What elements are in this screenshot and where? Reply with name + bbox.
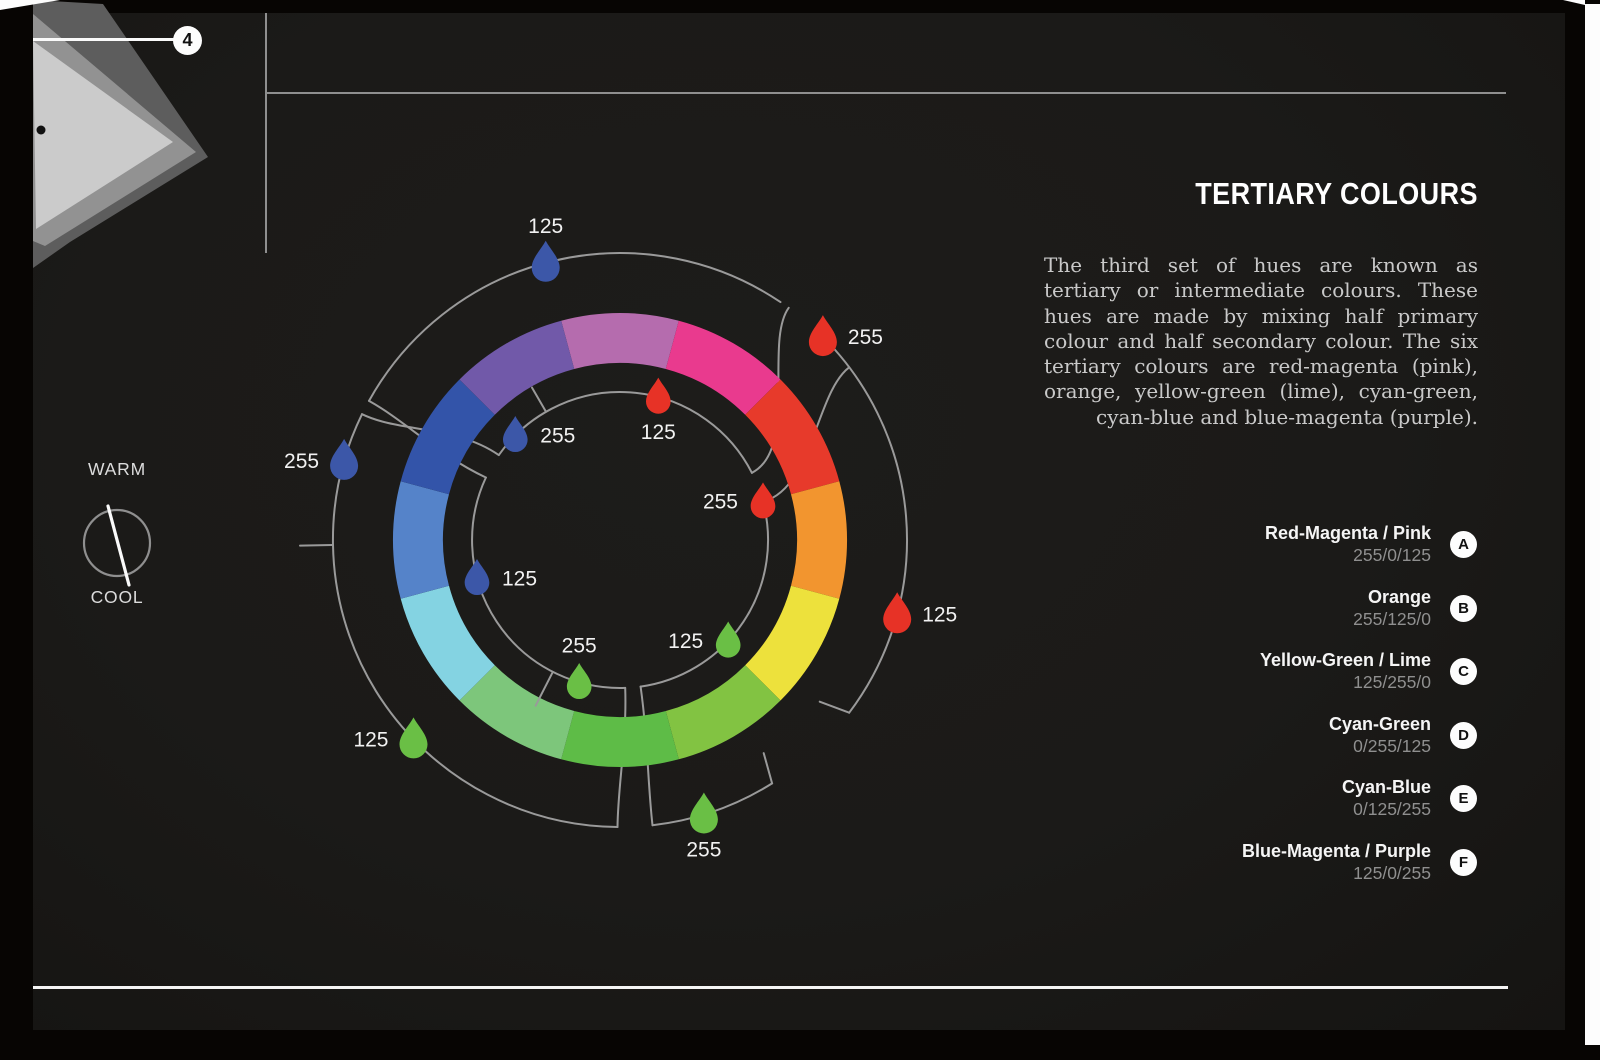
page-number-badge: 4 xyxy=(173,26,202,55)
bottom-rule xyxy=(33,986,1508,989)
legend-item-name: Red-Magenta / Pink xyxy=(1264,523,1431,543)
legend-item: Blue-Magenta / Purple 125/0/255 F xyxy=(1171,840,1477,885)
wheel-segment-yellow xyxy=(745,585,840,701)
legend-item-rgb-value: 255/125/0 xyxy=(1353,608,1431,629)
legend-item-rgb-value: 255/0/125 xyxy=(1353,545,1431,565)
droplet-value-label: 255 xyxy=(703,491,738,514)
wheel-segment-green xyxy=(561,711,679,768)
legend-item-rgb-value: 0/125/255 xyxy=(1353,799,1431,819)
legend-item: Cyan-Green 0/255/125 D xyxy=(1171,713,1477,758)
wheel-segment-orange xyxy=(791,481,848,599)
droplet-green-255 xyxy=(566,662,592,700)
wheel-segment-yellow-green-lime xyxy=(665,665,781,760)
droplet-value-label: 125 xyxy=(353,728,388,751)
legend-item: Orange 255/125/0 B xyxy=(1171,586,1477,631)
legend-item: Red-Magenta / Pink 255/0/125 A xyxy=(1171,522,1477,567)
droplet-blue-255 xyxy=(330,438,359,480)
droplet-value-label: 125 xyxy=(922,603,957,626)
wheel-inner-guide-arc xyxy=(497,391,753,474)
droplet-blue-255 xyxy=(502,415,528,453)
legend-item-name: Cyan-Blue xyxy=(1341,777,1431,797)
badge-leader-line xyxy=(33,38,174,41)
droplet-red-125 xyxy=(645,377,671,414)
top-horizontal-rule xyxy=(266,92,1506,94)
droplet-red-255 xyxy=(750,482,776,519)
wheel-arc-tick xyxy=(818,700,851,714)
paper-sliver-right xyxy=(1585,4,1600,1045)
legend-letter-badge: F xyxy=(1450,848,1477,876)
corner-art xyxy=(33,0,208,268)
wheel-segment-cyan-blue xyxy=(392,481,449,599)
wheel-segment-cyan-green xyxy=(459,665,575,760)
wheel-outer-guide-arc xyxy=(816,330,908,714)
legend-letter-badge: C xyxy=(1450,658,1477,685)
droplet-value-label: 125 xyxy=(528,215,563,238)
wheel-inner-guide-arc xyxy=(639,500,770,688)
droplet-value-label: 255 xyxy=(540,424,575,447)
legend-item-name: Blue-Magenta / Purple xyxy=(1241,840,1431,861)
colour-wheel: 125 255 125 255 125 255 125 255 125 255 125 255 xyxy=(284,215,957,862)
droplet-value-label: 255 xyxy=(848,326,883,349)
droplet-value-label: 255 xyxy=(686,839,721,862)
wheel-arc-tick xyxy=(762,752,774,785)
droplet-value-label: 125 xyxy=(641,421,676,444)
top-vertical-rule xyxy=(265,13,267,253)
wheel-segment-red xyxy=(745,379,840,495)
warm-label: WARM xyxy=(88,459,146,479)
legend-item: Yellow-Green / Lime 125/255/0 C xyxy=(1171,649,1477,694)
droplet-value-label: 125 xyxy=(502,567,537,590)
warm-cool-divider-icon xyxy=(82,504,152,587)
droplet-red-125 xyxy=(883,592,912,634)
legend-item-rgb-value: 125/255/0 xyxy=(1353,672,1431,692)
legend-letter-badge: E xyxy=(1450,785,1477,812)
corner-art-front-triangle xyxy=(33,41,173,229)
legend-item-name: Orange xyxy=(1367,586,1431,607)
droplet-value-label: 125 xyxy=(668,630,703,653)
legend-letter-badge: D xyxy=(1450,721,1477,749)
wheel-segment-magenta xyxy=(561,312,679,369)
legend-item: Cyan-Blue 0/125/255 E xyxy=(1171,776,1477,821)
droplet-red-255 xyxy=(808,315,837,357)
legend-item-rgb-value: 0/255/125 xyxy=(1353,735,1431,756)
droplet-green-125 xyxy=(399,717,428,759)
wheel-segment-blue xyxy=(400,379,495,495)
legend-letter-badge: A xyxy=(1450,531,1477,558)
legend-letter-badge: B xyxy=(1450,594,1477,622)
corner-art-dot xyxy=(36,125,46,135)
wheel-segment-blue-magenta-violet xyxy=(459,320,575,415)
wheel-outer-tick xyxy=(299,544,333,547)
paper-sliver-top-left xyxy=(0,0,60,10)
wheel-segment-cyan xyxy=(400,585,495,701)
paper-sliver-top-right xyxy=(1563,0,1585,5)
intro-paragraph: The third set of hues are known as terti… xyxy=(1044,253,1478,429)
wheel-segment-red-magenta-pink xyxy=(665,320,781,415)
cool-label: COOL xyxy=(90,587,144,607)
droplet-blue-125 xyxy=(531,240,560,282)
droplet-value-label: 255 xyxy=(284,450,319,473)
droplet-value-label: 255 xyxy=(562,634,597,657)
wheel-outer-guide-arc xyxy=(331,413,619,828)
wheel-inner-tick xyxy=(534,670,554,707)
legend-item-name: Cyan-Green xyxy=(1328,713,1431,734)
page-title: TERTIARY COLOURS xyxy=(1195,176,1478,211)
droplet-green-255 xyxy=(689,792,718,834)
wheel-inner-tick xyxy=(531,386,547,413)
droplet-green-125 xyxy=(715,621,741,658)
legend-item-rgb-value: 125/0/255 xyxy=(1353,862,1431,883)
droplet-blue-125 xyxy=(464,558,490,596)
page-number: 4 xyxy=(182,30,193,50)
legend-item-name: Yellow-Green / Lime xyxy=(1259,650,1431,670)
